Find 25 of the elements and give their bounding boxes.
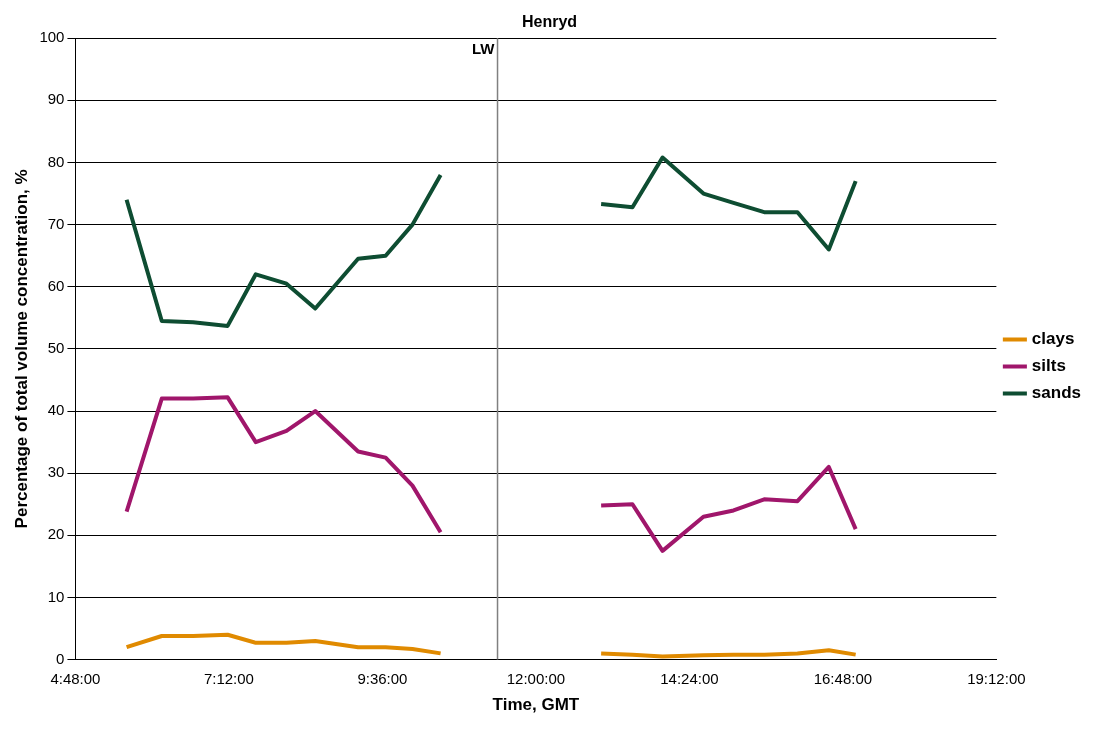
x-tick-label: 7:12:00 bbox=[203, 669, 254, 687]
y-tick-label: 40 bbox=[47, 401, 65, 419]
y-tick-label: 10 bbox=[47, 587, 65, 605]
y-tick-label: 70 bbox=[47, 214, 65, 232]
legend-label: clays bbox=[1031, 329, 1075, 349]
y-tick-label: 0 bbox=[56, 649, 65, 667]
x-axis-title: Time, GMT bbox=[492, 695, 580, 715]
y-tick-label: 80 bbox=[47, 152, 65, 170]
x-tick-label: 12:00:00 bbox=[506, 669, 566, 687]
x-tick-label: 16:48:00 bbox=[813, 669, 873, 687]
y-tick-label: 90 bbox=[47, 90, 65, 108]
chart-title: Henryd bbox=[521, 13, 578, 31]
x-tick-label: 14:24:00 bbox=[660, 669, 719, 687]
x-tick-label: 9:36:00 bbox=[357, 669, 408, 687]
y-tick-label: 20 bbox=[47, 525, 65, 543]
y-tick-label: 30 bbox=[47, 463, 65, 481]
y-tick-label: 100 bbox=[39, 28, 65, 46]
ref-line-label: LW bbox=[472, 39, 496, 57]
x-tick-label: 19:12:00 bbox=[967, 669, 1026, 687]
legend-label: silts bbox=[1031, 356, 1066, 376]
x-tick-label: 4:48:00 bbox=[50, 669, 101, 687]
legend-label: sands bbox=[1031, 383, 1082, 403]
y-tick-label: 50 bbox=[47, 339, 65, 357]
y-tick-label: 60 bbox=[47, 276, 65, 294]
y-axis-title: Percentage of total volume concentration, % bbox=[11, 169, 31, 529]
